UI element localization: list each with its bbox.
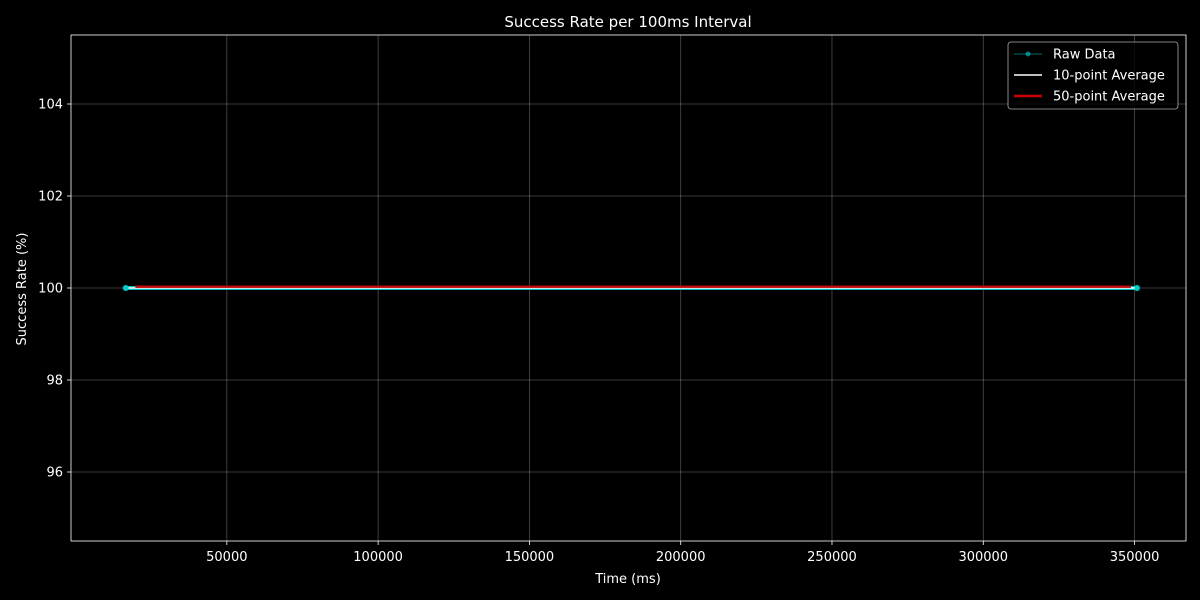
series-point-raw-data — [1133, 285, 1140, 291]
series-point-raw-data — [122, 285, 129, 291]
x-axis-label: Time (ms) — [594, 572, 661, 587]
y-axis: 96 98 100 102 104 — [38, 98, 71, 481]
x-tick-label: 150000 — [505, 550, 555, 565]
series-layer — [122, 285, 1140, 291]
x-axis: 50000 100000 150000 200000 250000 300000 35000… — [206, 541, 1159, 565]
y-tick-label: 104 — [38, 98, 63, 113]
legend-label-50-point-average: 50-point Average — [1053, 90, 1165, 105]
y-tick-label: 98 — [46, 374, 63, 389]
chart-title: Success Rate per 100ms Interval — [504, 13, 751, 31]
x-tick-label: 250000 — [807, 550, 857, 565]
legend-label-raw-data: Raw Data — [1053, 48, 1116, 63]
y-tick-label: 96 — [46, 466, 63, 481]
legend-box — [1007, 41, 1179, 110]
legend: Raw Data 10-point Average 50-point Average — [1007, 41, 1179, 110]
y-tick-label: 100 — [38, 282, 63, 297]
legend-marker-raw-data — [1025, 51, 1031, 57]
x-tick-label: 350000 — [1110, 550, 1160, 565]
x-tick-label: 300000 — [958, 550, 1008, 565]
y-axis-label: Success Rate (%) — [15, 233, 30, 346]
x-tick-label: 200000 — [656, 550, 706, 565]
y-tick-label: 102 — [38, 190, 63, 205]
x-tick-label: 100000 — [353, 550, 403, 565]
x-tick-label: 50000 — [206, 550, 247, 565]
legend-label-10-point-average: 10-point Average — [1053, 69, 1165, 84]
